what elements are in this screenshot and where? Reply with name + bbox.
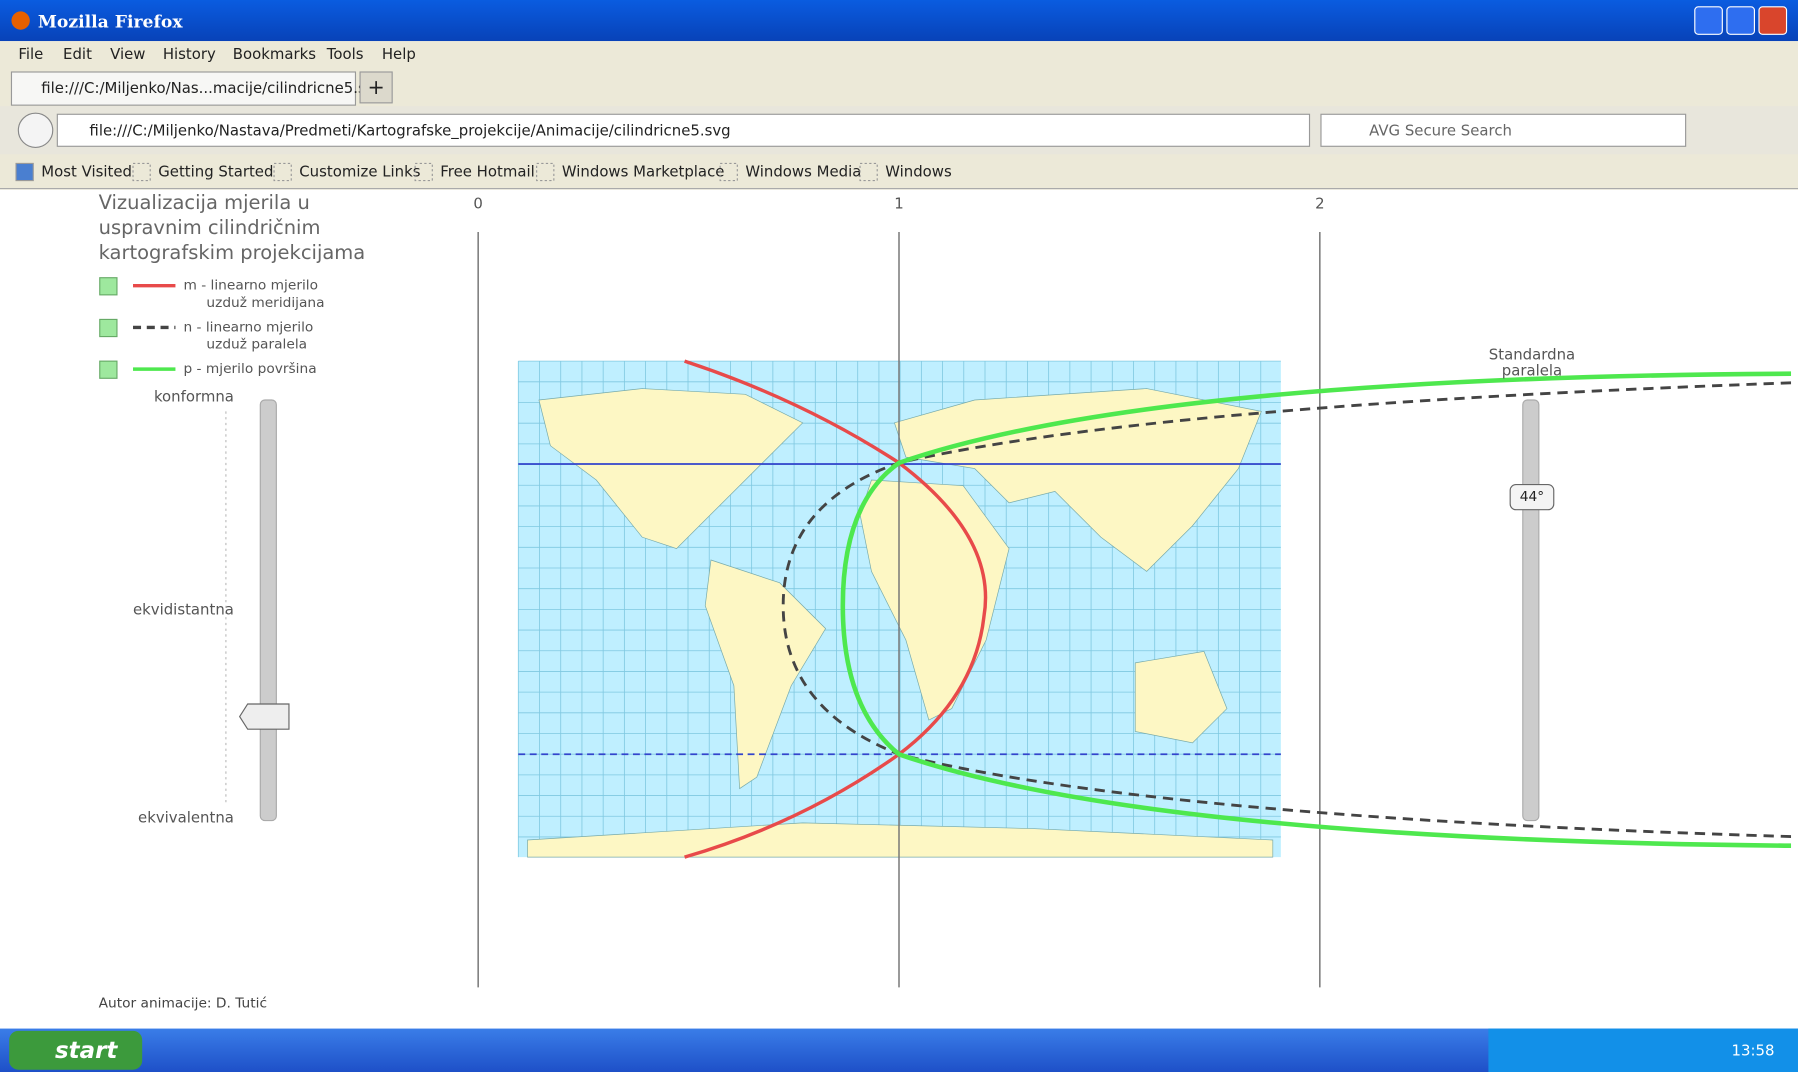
bookmark[interactable]: Getting Started bbox=[158, 163, 273, 181]
legend-text: m - linearno mjerilo bbox=[183, 278, 318, 294]
bookmark-icon bbox=[719, 162, 738, 182]
legend-toggle[interactable] bbox=[99, 277, 118, 296]
tab[interactable] bbox=[10, 71, 357, 106]
new-tab[interactable] bbox=[359, 71, 393, 104]
menu-bar: File Edit View History Bookmarks Tools Help bbox=[18, 45, 415, 63]
scale: 0 1 2 bbox=[473, 195, 1325, 988]
legend-toggle[interactable] bbox=[99, 318, 118, 338]
slider-track[interactable] bbox=[259, 399, 277, 822]
new-tab-plus: + bbox=[367, 75, 384, 99]
bookmarks-bar: Most Visited Getting Started Customize Lin… bbox=[15, 162, 952, 182]
search-bar[interactable] bbox=[1320, 113, 1687, 147]
title-line: uspravnim cilindričnim bbox=[99, 216, 321, 239]
scale-label: 1 bbox=[894, 195, 903, 213]
menu-item[interactable]: Edit bbox=[63, 45, 92, 63]
tab-title[interactable]: file:///C:/Miljenko/Nas...macije/cilindr… bbox=[41, 79, 384, 97]
author: Autor animacije: D. Tutić bbox=[99, 995, 267, 1011]
close[interactable] bbox=[1758, 6, 1788, 35]
clock: 13:58 bbox=[1731, 1041, 1774, 1059]
slider-label: ekvidistantna bbox=[133, 600, 234, 618]
menu-item[interactable]: History bbox=[163, 45, 216, 63]
curve-p bbox=[840, 371, 1792, 848]
legend-text: p - mjerilo površina bbox=[183, 361, 316, 377]
parallel-value: 44° bbox=[1520, 489, 1544, 505]
bookmark-icon bbox=[414, 162, 433, 182]
curve-n bbox=[781, 381, 1792, 838]
slider-label: ekvivalentna bbox=[138, 808, 234, 826]
window-title: Mozilla Firefox bbox=[38, 12, 184, 32]
bookmark-icon bbox=[273, 162, 292, 182]
start-label[interactable]: start bbox=[55, 1038, 118, 1064]
standard-parallel-label: paralela bbox=[1502, 361, 1562, 379]
app-icon bbox=[11, 11, 30, 30]
title-bar bbox=[0, 0, 1798, 42]
bookmark[interactable]: Windows Media bbox=[745, 163, 861, 181]
legend-text: n - linearno mjerilo bbox=[183, 319, 313, 335]
tray bbox=[1488, 1028, 1798, 1072]
bookmark[interactable]: Windows Marketplace bbox=[562, 163, 725, 181]
menu-item[interactable]: Tools bbox=[326, 45, 364, 63]
scale-label: 2 bbox=[1315, 195, 1324, 213]
curve-m bbox=[684, 359, 988, 859]
bookmark[interactable]: Customize Links bbox=[299, 163, 420, 181]
bookmark-icon bbox=[536, 162, 555, 182]
menu-item[interactable]: View bbox=[110, 45, 145, 63]
bookmark-icon bbox=[15, 162, 34, 182]
slider-thumb[interactable] bbox=[238, 703, 290, 730]
legend-toggle[interactable] bbox=[99, 360, 118, 379]
back[interactable] bbox=[17, 112, 54, 148]
bookmark[interactable]: Windows bbox=[885, 163, 952, 181]
content: 0 1 2 bbox=[473, 195, 1792, 988]
parallel-slider[interactable] bbox=[1522, 399, 1540, 822]
menu-item[interactable]: Bookmarks bbox=[233, 45, 316, 63]
bookmark-icon bbox=[132, 162, 151, 182]
url-bar[interactable] bbox=[56, 113, 1311, 147]
minimize[interactable] bbox=[1694, 6, 1723, 35]
url[interactable]: file:///C:/Miljenko/Nastava/Predmeti/Kar… bbox=[89, 121, 730, 139]
bookmark[interactable]: Most Visited bbox=[41, 163, 132, 181]
title-line: Vizualizacija mjerila u bbox=[99, 191, 310, 214]
search-placeholder[interactable]: AVG Secure Search bbox=[1369, 121, 1512, 139]
maximize[interactable] bbox=[1726, 6, 1755, 35]
legend-text: uzduž meridijana bbox=[206, 295, 324, 311]
menu-item[interactable]: Help bbox=[382, 45, 416, 63]
menu-item[interactable]: File bbox=[18, 45, 43, 63]
scale-label: 0 bbox=[473, 195, 482, 213]
slider-label: konformna bbox=[154, 388, 234, 406]
bookmark[interactable]: Free Hotmail bbox=[440, 163, 534, 181]
parallel-thumb[interactable] bbox=[1509, 483, 1555, 511]
standard-parallel-label: Standardna bbox=[1489, 345, 1575, 363]
bookmark-icon bbox=[859, 162, 878, 182]
slider-labels: konformna ekvidistantna ekvivalentna bbox=[133, 388, 234, 827]
title-line: kartografskim projekcijama bbox=[99, 241, 366, 264]
start-button[interactable] bbox=[9, 1030, 143, 1070]
legend-text: uzduž paralela bbox=[206, 337, 307, 353]
